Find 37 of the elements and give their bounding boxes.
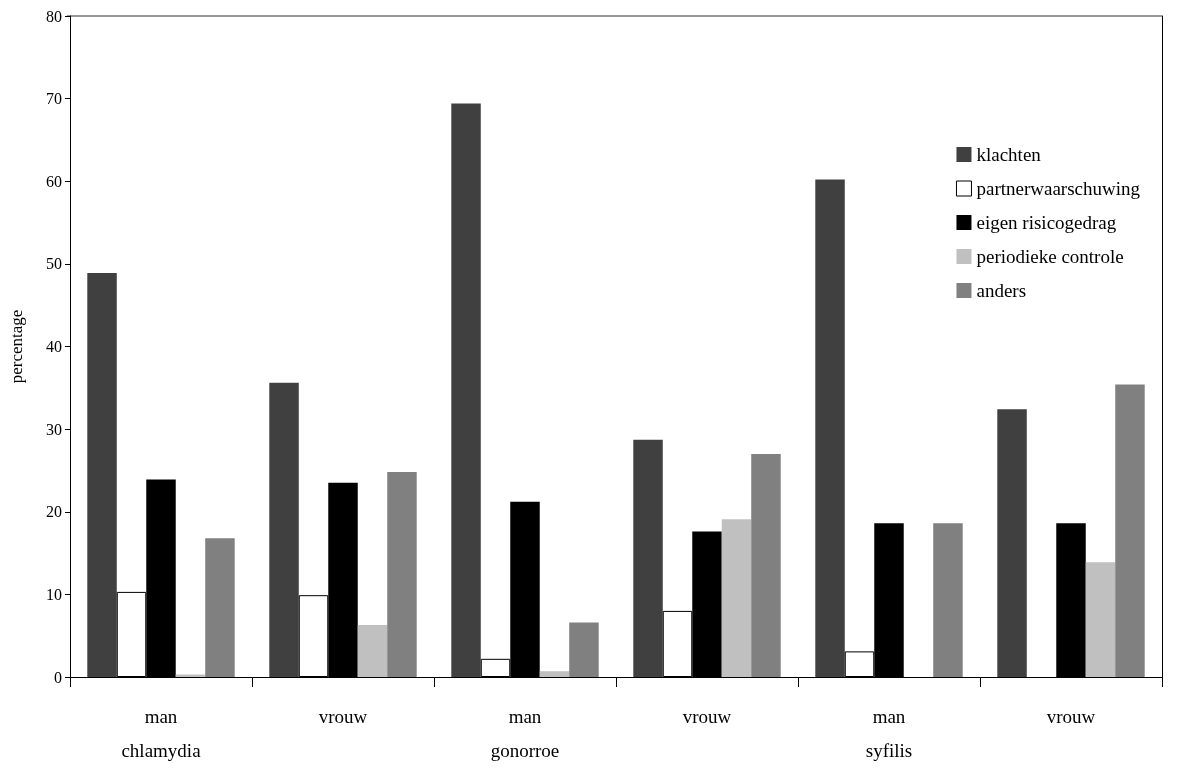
legend-label: periodieke controle — [976, 246, 1124, 267]
y-tick-label: 0 — [54, 668, 62, 686]
legend-label: klachten — [976, 144, 1042, 165]
bar — [751, 453, 781, 677]
bar — [721, 519, 752, 677]
y-tick-label: 60 — [46, 172, 62, 190]
x-tick-label: vrouw — [682, 705, 732, 727]
x-tick-label: vrouw — [318, 705, 368, 727]
y-tick-label: 10 — [46, 585, 62, 603]
y-axis-title: percentage — [7, 309, 26, 384]
x-tick-label: man chlamydia — [121, 705, 202, 761]
bar — [997, 409, 1027, 677]
legend-label: partnerwaarschuwing — [976, 178, 1141, 199]
bar — [539, 671, 570, 677]
bar — [815, 179, 845, 677]
x-tick-label: man gonorroe — [490, 705, 560, 761]
bar — [933, 523, 963, 677]
y-tick-label: 70 — [46, 90, 62, 108]
bar — [451, 103, 481, 677]
bar — [269, 382, 299, 677]
y-tick-label: 50 — [46, 255, 62, 273]
y-tick-label: 30 — [46, 420, 62, 438]
bar — [205, 538, 235, 677]
y-tick-label: 20 — [46, 503, 62, 521]
bar — [87, 272, 117, 677]
bar — [357, 624, 388, 677]
bar — [1115, 384, 1145, 677]
y-tick-label: 80 — [46, 7, 62, 25]
bar — [1085, 562, 1116, 677]
bar — [387, 472, 417, 677]
bar — [633, 439, 663, 677]
legend-label: eigen risicogedrag — [976, 212, 1117, 233]
y-tick-label: 40 — [46, 338, 62, 355]
x-tick-label: vrouw — [1046, 705, 1096, 727]
bar — [569, 622, 599, 677]
legend-label: anders — [976, 280, 1027, 301]
x-tick-label: man syfilis — [865, 705, 913, 761]
